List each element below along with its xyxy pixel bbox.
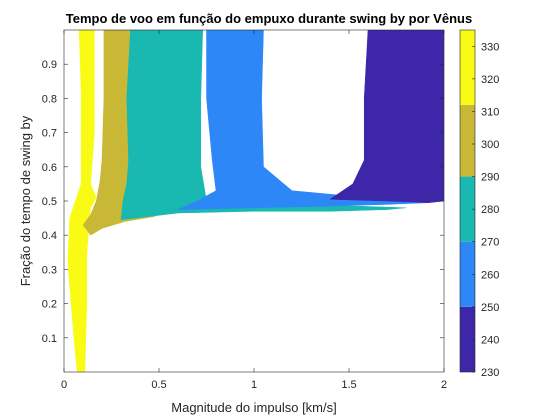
colorbar-band — [460, 241, 475, 307]
colorbar-band — [460, 306, 475, 372]
colorbar-tick-label: 240 — [481, 334, 499, 346]
x-axis: 0 0.5 1 1.5 2 — [61, 30, 447, 391]
y-tick-label: 0.5 — [42, 196, 57, 208]
x-tick-label: 2 — [441, 379, 447, 391]
colorbar-tick-label: 320 — [481, 74, 499, 86]
colorbar-tick-label: 270 — [481, 237, 499, 249]
y-tick-label: 0.7 — [42, 128, 57, 140]
y-tick-label: 0.2 — [42, 299, 57, 311]
x-tick-label: 1 — [251, 379, 257, 391]
y-axis: 0.1 0.2 0.3 0.4 0.5 0.6 0.7 0.8 0.9 — [42, 59, 444, 345]
heatmap-region-325 — [67, 30, 97, 372]
colorbar-tick-label: 300 — [481, 139, 499, 151]
x-axis-label: Magnitude do impulso [km/s] — [171, 400, 336, 415]
colorbar-tick-label: 280 — [481, 204, 499, 216]
x-tick-label: 1.5 — [341, 379, 356, 391]
colorbar-tick-label: 260 — [481, 269, 499, 281]
x-tick-label: 0.5 — [151, 379, 166, 391]
y-tick-label: 0.3 — [42, 264, 57, 276]
colorbar-tick-label: 290 — [481, 172, 499, 184]
y-tick-label: 0.9 — [42, 59, 57, 71]
heatmap-region-265 — [177, 30, 429, 210]
y-tick-label: 0.4 — [42, 230, 57, 242]
y-tick-label: 0.1 — [42, 333, 57, 345]
heatmap-regions — [67, 30, 444, 372]
chart-title: Tempo de voo em função do empuxo durante… — [66, 11, 472, 26]
heatmap-region-280 — [120, 30, 407, 221]
colorbar-band — [460, 176, 475, 242]
colorbar-frame — [459, 29, 476, 373]
colorbar-band — [460, 104, 475, 177]
colorbar-tick-label: 330 — [481, 41, 499, 53]
heatmap-region-240 — [329, 30, 444, 203]
y-tick-label: 0.6 — [42, 162, 57, 174]
x-tick-label: 0 — [61, 379, 67, 391]
colorbar: 230 240 250 260 270 280 290 300 310 320 330 — [459, 29, 499, 379]
y-tick-label: 0.8 — [42, 93, 57, 105]
colorbar-tick-label: 230 — [481, 367, 499, 379]
colorbar-band — [460, 30, 475, 105]
y-axis-label: Fração do tempo de swing by — [18, 115, 33, 286]
colorbar-tick-label: 250 — [481, 302, 499, 314]
colorbar-tick-label: 310 — [481, 106, 499, 118]
